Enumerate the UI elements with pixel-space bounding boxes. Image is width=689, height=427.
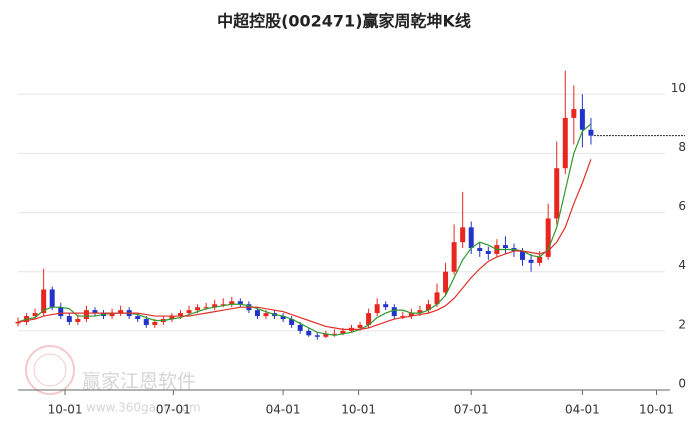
candle-body <box>83 310 89 320</box>
candle-body <box>289 319 295 325</box>
candle-body <box>118 310 124 314</box>
candle-body <box>443 271 449 293</box>
candle-body <box>520 251 526 260</box>
candle-body <box>434 292 440 305</box>
candle-body <box>177 313 183 317</box>
candle-body <box>314 335 320 337</box>
candle-body <box>297 324 303 331</box>
watermark-logo-inner <box>33 353 67 387</box>
candle-body <box>400 316 406 318</box>
x-tick-label: 04-01 <box>565 403 600 417</box>
candle-body <box>425 304 431 311</box>
candle-body <box>468 227 474 249</box>
candle-body <box>502 245 508 249</box>
y-tick-label: 6 <box>678 199 686 213</box>
x-tick-label: 10-01 <box>48 403 83 417</box>
candle-body <box>66 316 72 322</box>
x-tick-label: 10-01 <box>341 403 376 417</box>
candle-body <box>391 307 397 317</box>
watermark-url: www.360gann.com <box>86 401 201 415</box>
candle-body <box>75 319 81 322</box>
candle-body <box>451 242 457 272</box>
candle-body <box>571 109 577 118</box>
candle-body <box>212 304 218 308</box>
x-tick-label: 07-01 <box>454 403 489 417</box>
candle-body <box>366 313 372 325</box>
candle-body <box>306 330 312 336</box>
candle-body <box>417 310 423 314</box>
candle-body <box>357 324 363 328</box>
candle-body <box>340 330 346 334</box>
candle-body <box>485 251 491 254</box>
y-tick-label: 0 <box>678 377 686 391</box>
moving-average <box>17 159 592 330</box>
candle-body <box>203 307 209 309</box>
watermark-name: 赢家江恩软件 <box>82 371 196 393</box>
candle-body <box>143 319 149 325</box>
candle-body <box>92 310 98 314</box>
chart-title: 中超控股(002471)赢家周乾坤K线 <box>217 12 471 31</box>
candle-body <box>109 313 115 317</box>
candle-body <box>58 307 64 317</box>
candle-body <box>263 313 269 317</box>
x-tick-label: 10-01 <box>639 403 674 417</box>
x-tick-label: 07-01 <box>156 403 191 417</box>
watermark-logo <box>25 345 75 395</box>
candle-body <box>169 316 175 320</box>
candle-body <box>323 333 329 337</box>
candle-body <box>280 316 286 320</box>
candle-body <box>49 289 55 308</box>
y-tick-label: 2 <box>678 317 686 331</box>
candle-body <box>195 307 201 311</box>
candle-body <box>537 256 543 263</box>
candle-body <box>41 289 47 314</box>
candle-body <box>408 313 414 317</box>
candle-body <box>237 301 243 305</box>
candle-body <box>579 109 585 130</box>
y-tick-label: 8 <box>678 140 686 154</box>
y-tick-label: 4 <box>678 258 686 272</box>
candle-body <box>383 304 389 308</box>
candle-body <box>545 218 551 257</box>
candle-body <box>186 310 192 314</box>
candle-body <box>135 316 141 320</box>
candle-body <box>477 248 483 252</box>
candle-body <box>152 321 158 325</box>
candle-body <box>15 321 21 324</box>
moving-average <box>17 123 592 336</box>
x-tick-label: 04-01 <box>266 403 301 417</box>
candle-body <box>374 304 380 314</box>
candle-body <box>528 259 534 263</box>
candle-body <box>554 168 560 219</box>
watermark: 赢家江恩软件 www.360gann.com <box>25 345 201 415</box>
candle-body <box>562 117 568 169</box>
candle-body <box>254 310 260 317</box>
candle-body <box>220 304 226 306</box>
candle-body <box>588 129 594 136</box>
candle-body <box>229 301 235 305</box>
candle-body <box>460 227 466 243</box>
y-tick-label: 10 <box>671 81 686 95</box>
candle-body <box>331 333 337 335</box>
candle-body <box>32 313 38 317</box>
